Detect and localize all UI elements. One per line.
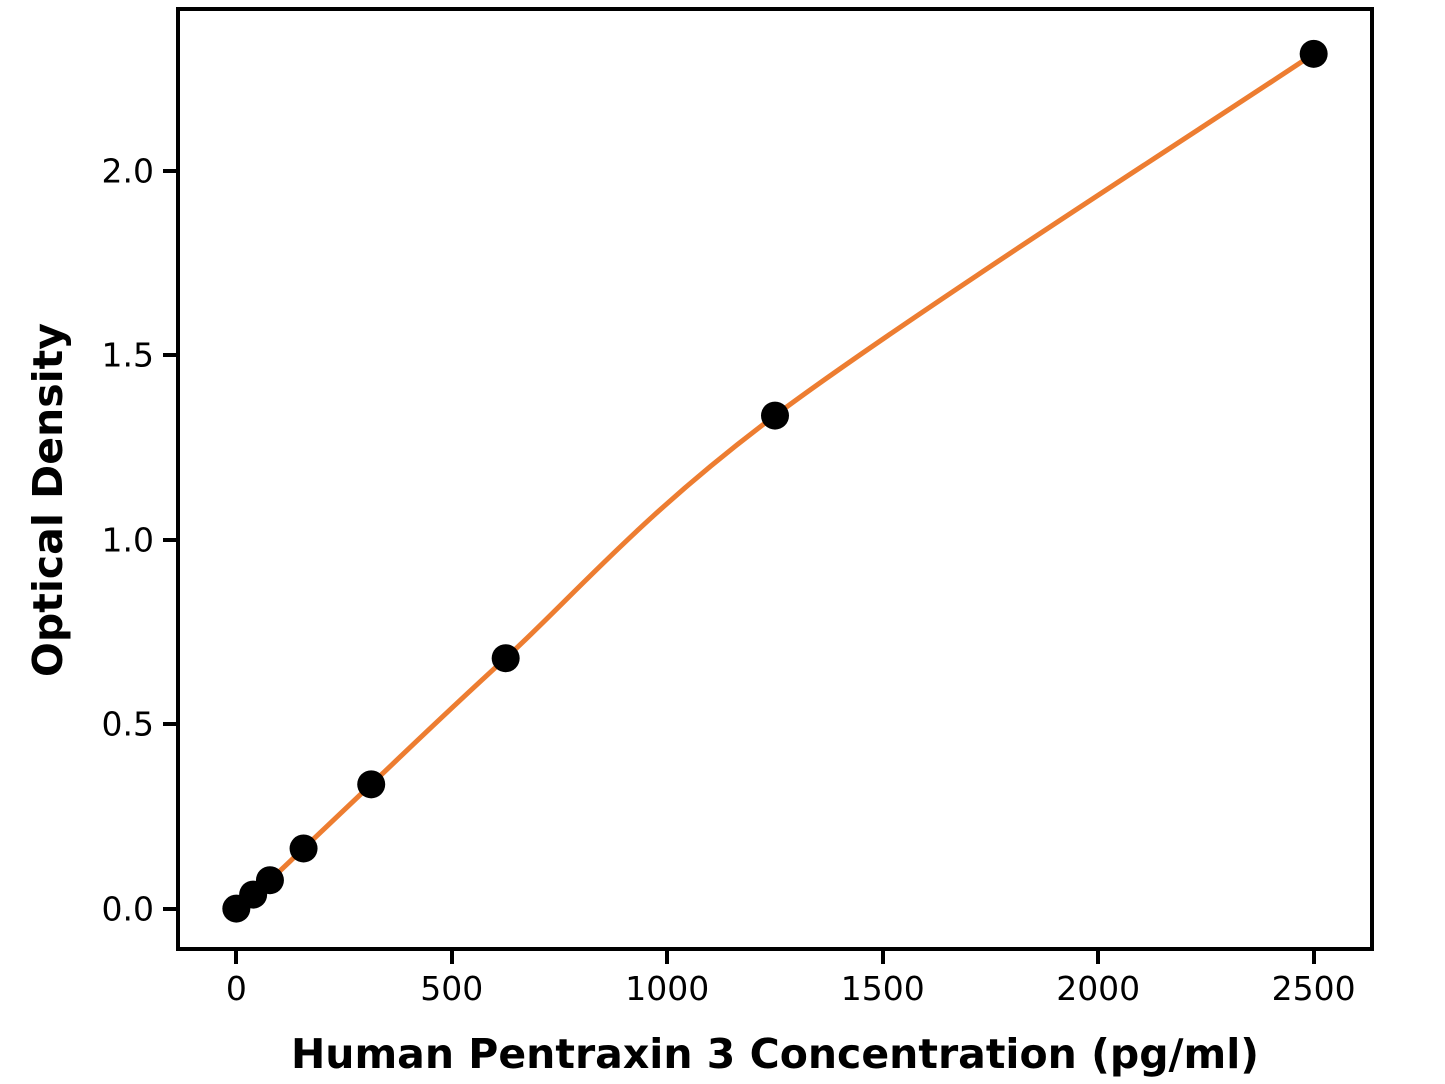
data-point-marker xyxy=(289,834,318,863)
x-tick-label: 1000 xyxy=(625,969,710,1008)
x-axis-title: Human Pentraxin 3 Concentration (pg/ml) xyxy=(290,1030,1260,1078)
x-tick-mark xyxy=(665,951,670,964)
series-standard-curve xyxy=(222,39,1328,923)
x-tick-label: 2000 xyxy=(1056,969,1141,1008)
y-tick-label: 1.5 xyxy=(101,335,154,375)
y-tick-label: 0.0 xyxy=(101,889,154,929)
y-tick-mark xyxy=(163,906,176,911)
x-tick-label: 1500 xyxy=(840,969,925,1008)
y-axis-title-container: Optical Density xyxy=(0,0,96,1000)
x-tick-mark xyxy=(1096,951,1101,964)
x-tick-label: 500 xyxy=(420,969,484,1008)
y-tick-mark xyxy=(163,537,176,542)
x-tick-label: 0 xyxy=(225,969,247,1008)
data-point-marker xyxy=(761,401,789,430)
x-tick-mark xyxy=(449,951,454,964)
y-tick-mark xyxy=(163,169,176,174)
x-tick-mark xyxy=(880,951,885,964)
y-tick-mark xyxy=(163,722,176,727)
y-tick-label: 2.0 xyxy=(101,151,154,191)
y-tick-label: 0.5 xyxy=(101,704,154,744)
y-tick-mark xyxy=(163,353,176,358)
series-line xyxy=(233,51,1317,912)
x-tick-mark xyxy=(1311,951,1316,964)
data-point-marker xyxy=(357,770,386,799)
x-tick-mark xyxy=(234,951,239,964)
x-tick-label: 2500 xyxy=(1271,969,1356,1008)
y-tick-label: 1.0 xyxy=(101,520,154,560)
data-point-marker xyxy=(1299,39,1328,68)
chart-plot-canvas xyxy=(222,39,1328,923)
data-point-marker xyxy=(255,866,284,895)
y-axis-title: Optical Density xyxy=(24,323,72,677)
data-point-marker xyxy=(491,644,520,673)
